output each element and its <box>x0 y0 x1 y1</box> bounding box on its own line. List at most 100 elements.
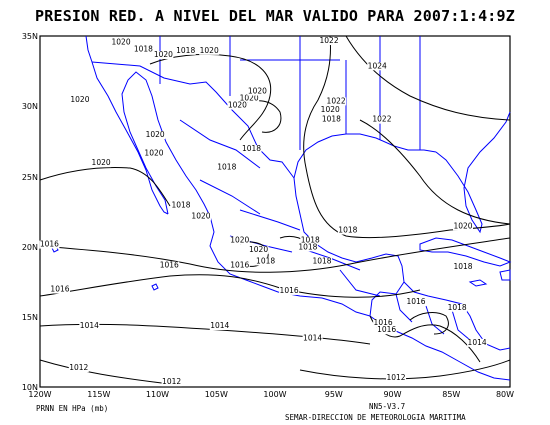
lon-tick-label: 110W <box>146 390 169 399</box>
lon-tick-label: 115W <box>87 390 110 399</box>
isobar-label-bg <box>373 319 394 328</box>
lat-tick-label: 20N <box>22 243 38 252</box>
isobar-label: 1022 <box>320 36 339 45</box>
isobar-label-bg <box>453 263 473 272</box>
isobar-label: 1012 <box>386 373 405 382</box>
lat-tick-label: 30N <box>22 102 38 111</box>
isobar-label-bg <box>386 373 407 382</box>
isobar-line <box>39 167 171 207</box>
isobar-label: 1020 <box>249 245 268 254</box>
isobar-label-bg <box>190 212 211 221</box>
mexico-state-borders <box>179 119 381 297</box>
florida-coast <box>435 111 511 234</box>
isobar-label: 1014 <box>210 321 229 330</box>
isobar-label: 1016 <box>230 261 249 270</box>
lat-tick-label: 35N <box>22 32 38 41</box>
isobar-label-bg <box>227 101 248 110</box>
isobar-line <box>39 359 511 385</box>
isobar-label: 1020 <box>191 212 210 221</box>
cuba-coast <box>419 237 512 267</box>
isobar-label: 1014 <box>468 338 487 347</box>
lon-tick-label: 120W <box>28 390 51 399</box>
isobar-label: 1022 <box>372 115 391 124</box>
isobar-label-bg <box>216 163 237 172</box>
isobar-line <box>149 53 272 141</box>
isobar-label-bg <box>159 261 180 270</box>
isobar-label-bg <box>406 298 426 307</box>
isobar-label: 1020 <box>112 37 131 46</box>
isobar-label-bg <box>279 286 300 295</box>
isobar-label-bg <box>175 46 196 55</box>
isobar-label: 1018 <box>217 162 236 171</box>
isobar-label: 1018 <box>322 115 341 124</box>
longitude-labels: 120W 115W 110W 105W 100W 95W 90W 85W 80W <box>28 390 514 399</box>
central-america-caribbean-coast <box>403 281 511 351</box>
isobar-line <box>359 119 511 225</box>
gulf-of-mexico-coast <box>293 133 437 317</box>
isobar-label: 1020 <box>92 158 111 167</box>
isobar-label: 1018 <box>176 46 195 55</box>
isobar-label: 1018 <box>448 303 467 312</box>
isobar-label: 1018 <box>171 200 190 209</box>
isobar-label-bg <box>367 62 388 71</box>
isobar-label-bg <box>326 97 347 106</box>
lon-tick-label: 100W <box>263 390 286 399</box>
isobar-label: 1018 <box>242 144 261 153</box>
isobar-label: 1020 <box>228 101 247 110</box>
isobar-line <box>409 312 449 335</box>
isobar-label-bg <box>247 87 268 96</box>
isobar-label-bg <box>297 243 318 252</box>
isobar-label: 1014 <box>303 334 322 343</box>
isobar-label: 1020 <box>146 130 165 139</box>
isobar-line <box>39 274 421 298</box>
us-state-borders <box>159 36 421 150</box>
isobar-line <box>303 35 511 239</box>
isobar-label: 1016 <box>280 286 299 295</box>
isobar-label-bg <box>91 159 112 168</box>
isobar-label-bg <box>319 37 340 46</box>
isobar-label: 1012 <box>162 377 181 386</box>
isobar-label: 1018 <box>256 256 275 265</box>
isobar-label-bg <box>153 51 174 60</box>
isobar-label-bg <box>229 236 250 245</box>
isobar-line <box>241 100 282 133</box>
isobar-label-bg <box>300 236 321 245</box>
isobar-label: 1018 <box>298 242 317 251</box>
isobar-label-bg <box>39 240 60 249</box>
isobar-label: 1018 <box>453 262 472 271</box>
isobar-label-bg <box>467 338 488 347</box>
isobar-label-bg <box>69 95 90 104</box>
isobar-line <box>345 35 511 121</box>
lat-tick-label: 25N <box>22 173 38 182</box>
isobar-label: 1016 <box>40 240 59 249</box>
lon-tick-label: 95W <box>325 390 343 399</box>
isobar-label-bg <box>239 94 260 103</box>
lon-tick-label: 80W <box>496 390 514 399</box>
isobar-label-bg <box>453 222 473 231</box>
isobar-label: 1018 <box>301 235 320 244</box>
isobar-label: 1016 <box>406 297 425 306</box>
isobar-label: 1020 <box>154 50 173 59</box>
isobar-label-bg <box>145 131 166 140</box>
isobar-label: 1020 <box>200 46 219 55</box>
isobar-label: 1016 <box>374 318 393 327</box>
isobar-label-bg <box>171 201 191 210</box>
isobar-label-bg <box>255 257 276 266</box>
map-frame <box>39 35 511 388</box>
hispaniola-coast <box>499 269 511 281</box>
latitude-labels: 10N 15N 20N 25N 30N 35N <box>22 32 38 392</box>
isobar-label-bg <box>49 285 70 294</box>
isobar-label: 1016 <box>160 261 179 270</box>
isobar-label: 1012 <box>69 363 88 372</box>
lon-tick-label: 90W <box>383 390 401 399</box>
us-mexico-border <box>91 61 295 179</box>
isobar-label-bg <box>133 45 154 54</box>
lat-tick-label: 10N <box>22 383 38 392</box>
isobar-label: 1020 <box>230 235 249 244</box>
isobar-layer <box>39 35 511 385</box>
isobar-label: 1018 <box>338 226 357 235</box>
isobar-label: 1016 <box>377 325 396 334</box>
island-outline <box>151 283 159 291</box>
